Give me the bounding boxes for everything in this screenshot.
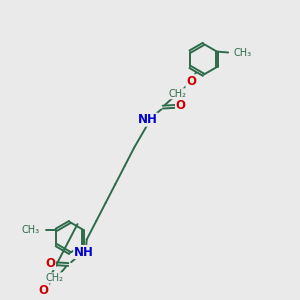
Text: NH: NH xyxy=(137,113,157,126)
Text: O: O xyxy=(45,256,56,269)
Text: CH₂: CH₂ xyxy=(46,273,64,283)
Text: O: O xyxy=(39,284,49,297)
Text: NH: NH xyxy=(74,245,94,259)
Text: CH₂: CH₂ xyxy=(169,89,187,99)
Text: CH₃: CH₃ xyxy=(233,48,251,58)
Text: CH₃: CH₃ xyxy=(22,225,40,235)
Text: O: O xyxy=(176,99,186,112)
Text: O: O xyxy=(186,75,196,88)
